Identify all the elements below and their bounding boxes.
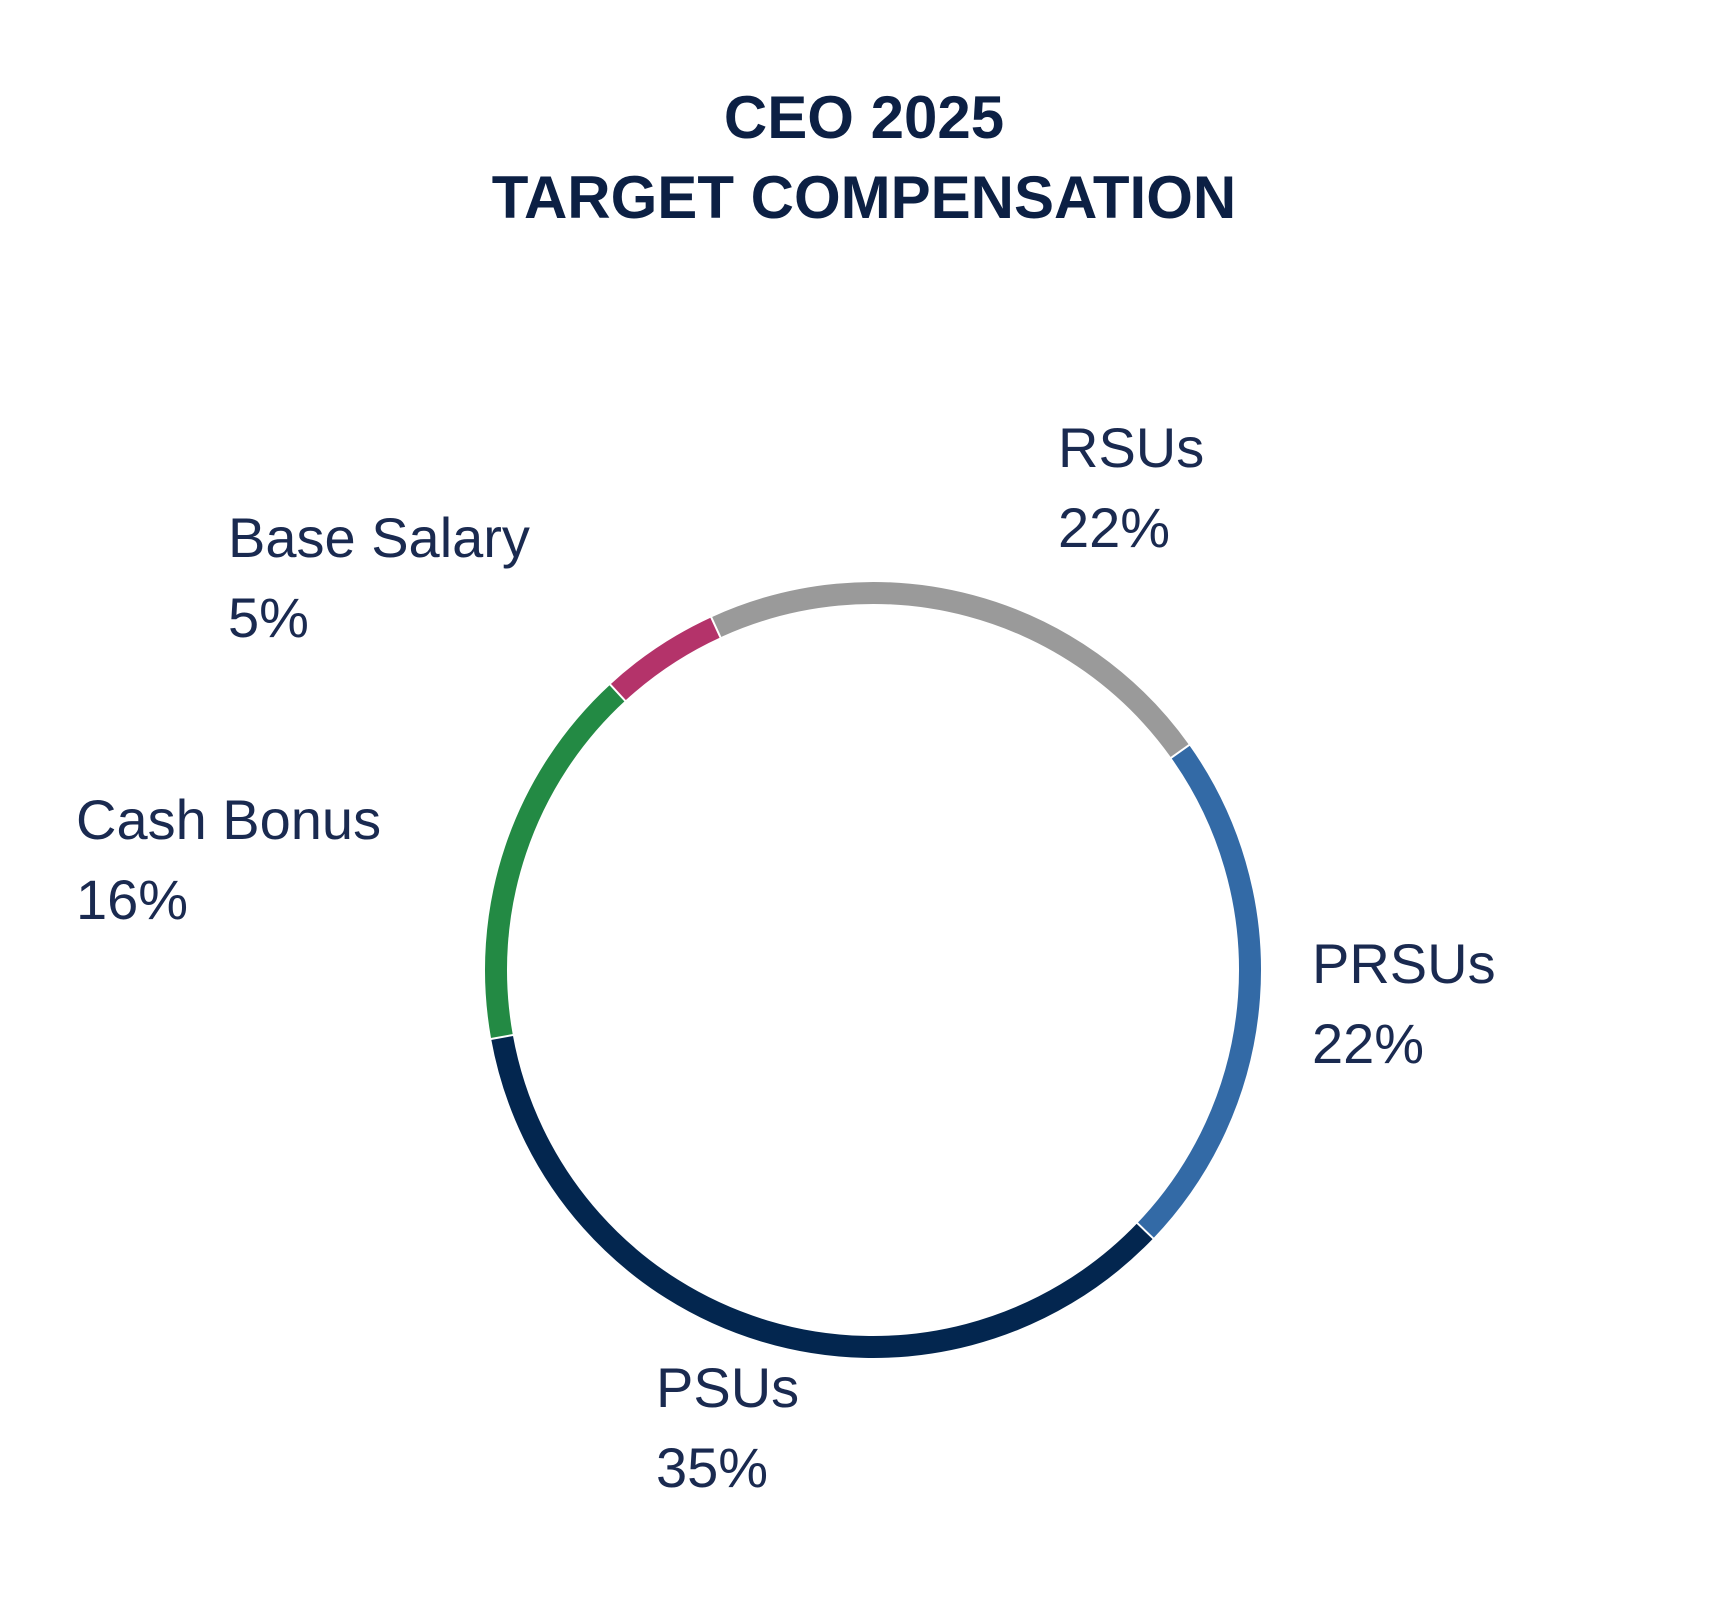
slice-label-prsus: PRSUs 22% — [1312, 924, 1496, 1084]
slice-value-base-salary: 5% — [228, 586, 309, 649]
slice-value-cash-bonus: 16% — [76, 868, 189, 931]
slice-label-base-salary: Base Salary 5% — [228, 498, 530, 658]
slice-separator — [1169, 743, 1191, 760]
donut-arcs — [485, 582, 1261, 1358]
slice-name-prsus: PRSUs — [1312, 932, 1496, 995]
slice-base-salary — [610, 617, 721, 701]
slice-name-cash-bonus: Cash Bonus — [76, 788, 382, 851]
slice-rsus — [711, 582, 1190, 758]
chart-title-line-2: TARGET COMPENSATION — [491, 164, 1237, 231]
slice-cash-bonus — [485, 684, 626, 1039]
chart-title-line-1: CEO 2025 — [723, 84, 1005, 151]
slice-separator — [709, 615, 722, 639]
slice-label-psus: PSUs 35% — [656, 1348, 799, 1508]
chart-title: CEO 2025 TARGET COMPENSATION — [0, 78, 1728, 238]
slice-prsus — [1137, 745, 1261, 1239]
slice-name-base-salary: Base Salary — [228, 506, 530, 569]
slice-name-psus: PSUs — [656, 1356, 800, 1419]
slice-value-rsus: 22% — [1058, 496, 1171, 559]
slice-psus — [491, 1035, 1154, 1358]
slice-name-rsus: RSUs — [1058, 416, 1205, 479]
slice-value-psus: 35% — [656, 1436, 769, 1499]
slice-separator — [1135, 1221, 1155, 1240]
slice-separator — [490, 1033, 514, 1041]
slice-value-prsus: 22% — [1312, 1012, 1425, 1075]
slice-label-cash-bonus: Cash Bonus 16% — [76, 780, 381, 940]
slice-separator — [608, 683, 627, 703]
slice-label-rsus: RSUs 22% — [1058, 408, 1204, 568]
